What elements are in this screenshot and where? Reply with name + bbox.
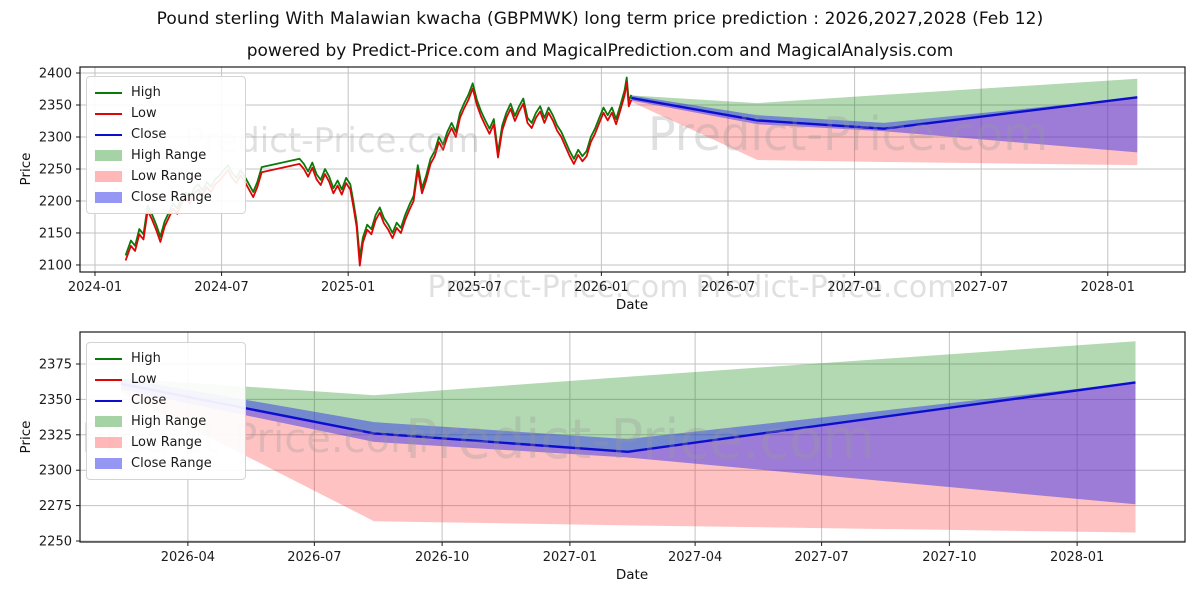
legend-item-low-range: Low Range bbox=[95, 166, 237, 187]
watermark-text: Predict-Price.com bbox=[428, 270, 689, 305]
legend-line-swatch bbox=[95, 357, 122, 360]
legend-patch-swatch bbox=[95, 458, 122, 469]
top-chart-ylabel: Price bbox=[18, 152, 34, 186]
plot-border bbox=[79, 331, 1186, 543]
x-tick-label: 2026-10 bbox=[415, 550, 469, 565]
legend-label: High Range bbox=[131, 414, 207, 429]
watermark-text: Predict-Price.com bbox=[696, 270, 957, 305]
watermark-text: Predict-Price.com bbox=[648, 107, 1048, 161]
y-tick-label: 2150 bbox=[39, 226, 72, 241]
y-tick-label: 2325 bbox=[39, 428, 72, 443]
close-range-band bbox=[631, 95, 1138, 153]
x-tick-label: 2027-07 bbox=[954, 280, 1008, 295]
y-tick-label: 2100 bbox=[39, 258, 72, 273]
x-tick-label: 2028-01 bbox=[1081, 280, 1135, 295]
x-tick-label: 2026-04 bbox=[161, 550, 215, 565]
figure-subtitle: powered by Predict-Price.com and Magical… bbox=[246, 41, 954, 61]
y-tick-label: 2400 bbox=[39, 67, 72, 82]
legend-label: Low bbox=[131, 106, 157, 121]
y-tick-label: 2275 bbox=[39, 499, 72, 514]
legend-item-high: High bbox=[95, 82, 237, 103]
legend-label: Low Range bbox=[131, 435, 202, 450]
legend-line-swatch bbox=[95, 112, 122, 115]
x-tick-label: 2026-01 bbox=[574, 280, 628, 295]
legend-line-swatch bbox=[95, 91, 122, 94]
x-tick-label: 2025-01 bbox=[321, 280, 375, 295]
y-tick-label: 2250 bbox=[39, 535, 72, 550]
watermark-text: Predict-Price.com bbox=[405, 408, 875, 471]
legend-line-swatch bbox=[95, 133, 122, 136]
gridlines bbox=[80, 67, 1185, 272]
top-chart: Predict-Price.com Predict-Price.comPredic… bbox=[39, 66, 1186, 305]
legend-item-high: High bbox=[95, 348, 237, 369]
y-tick-label: 2350 bbox=[39, 99, 72, 114]
legend-line-swatch bbox=[95, 399, 122, 402]
legend-line-swatch bbox=[95, 378, 122, 381]
x-tick-label: 2027-04 bbox=[668, 550, 722, 565]
x-tick-label: 2026-07 bbox=[701, 280, 755, 295]
x-tick-label: 2027-01 bbox=[543, 550, 597, 565]
tick-labels: 2024-01 2024-07 2025-01 2025-07 2026-01 2026-… bbox=[39, 67, 1135, 295]
legend-label: Close bbox=[131, 127, 167, 142]
bottom-chart-ylabel: Price bbox=[18, 420, 34, 454]
top-chart-legend: High Low Close High Range Low Range Close Ran… bbox=[86, 76, 246, 214]
x-tick-label: 2024-01 bbox=[68, 280, 122, 295]
legend-label: Close Range bbox=[131, 190, 212, 205]
legend-item-close-range: Close Range bbox=[95, 187, 237, 208]
high-range-band bbox=[631, 78, 1138, 129]
legend-label: High Range bbox=[131, 148, 207, 163]
x-tick-label: 2027-01 bbox=[827, 280, 881, 295]
top-chart-xlabel: Date bbox=[615, 297, 649, 313]
legend-item-close: Close bbox=[95, 390, 237, 411]
tick-labels: 2026-04 2026-07 2026-10 2027-01 2027-04 2027-… bbox=[39, 358, 1104, 565]
legend-item-low: Low bbox=[95, 369, 237, 390]
y-tick-label: 2300 bbox=[39, 464, 72, 479]
legend-label: High bbox=[131, 85, 161, 100]
x-tick-label: 2028-01 bbox=[1050, 550, 1104, 565]
legend-label: Close bbox=[131, 393, 167, 408]
gridlines bbox=[80, 332, 1185, 542]
y-tick-label: 2250 bbox=[39, 162, 72, 177]
legend-label: Low Range bbox=[131, 169, 202, 184]
predicted-close-line bbox=[120, 381, 1136, 453]
low-range-band bbox=[121, 382, 1136, 533]
legend-item-close-range: Close Range bbox=[95, 453, 237, 474]
low-range-band bbox=[631, 97, 1138, 166]
x-tick-label: 2025-07 bbox=[448, 280, 502, 295]
legend-item-high-range: High Range bbox=[95, 145, 237, 166]
legend-patch-swatch bbox=[95, 150, 122, 161]
plot-border bbox=[79, 66, 1186, 273]
legend-label: Low bbox=[131, 372, 157, 387]
legend-patch-swatch bbox=[95, 192, 122, 203]
x-tick-label: 2027-10 bbox=[922, 550, 976, 565]
y-tick-label: 2300 bbox=[39, 130, 72, 145]
legend-item-close: Close bbox=[95, 124, 237, 145]
figure-title: Pound sterling With Malawian kwacha (GBP… bbox=[156, 9, 1044, 29]
x-tick-label: 2027-07 bbox=[794, 550, 848, 565]
legend-label: High bbox=[131, 351, 161, 366]
x-tick-label: 2024-07 bbox=[194, 280, 248, 295]
x-tick-label: 2026-07 bbox=[287, 550, 341, 565]
legend-label: Close Range bbox=[131, 456, 212, 471]
legend-item-high-range: High Range bbox=[95, 411, 237, 432]
legend-item-low-range: Low Range bbox=[95, 432, 237, 453]
legend-patch-swatch bbox=[95, 416, 122, 427]
legend-item-low: Low bbox=[95, 103, 237, 124]
bottom-chart-xlabel: Date bbox=[615, 567, 649, 583]
predicted-close-line bbox=[631, 96, 1138, 130]
legend-patch-swatch bbox=[95, 437, 122, 448]
y-tick-label: 2350 bbox=[39, 393, 72, 408]
high-range-band bbox=[121, 341, 1136, 452]
y-tick-label: 2375 bbox=[39, 358, 72, 373]
legend-patch-swatch bbox=[95, 171, 122, 182]
y-tick-label: 2200 bbox=[39, 194, 72, 209]
bottom-chart-legend: High Low Close High Range Low Range Close Ran… bbox=[86, 342, 246, 480]
close-range-band bbox=[121, 378, 1136, 505]
